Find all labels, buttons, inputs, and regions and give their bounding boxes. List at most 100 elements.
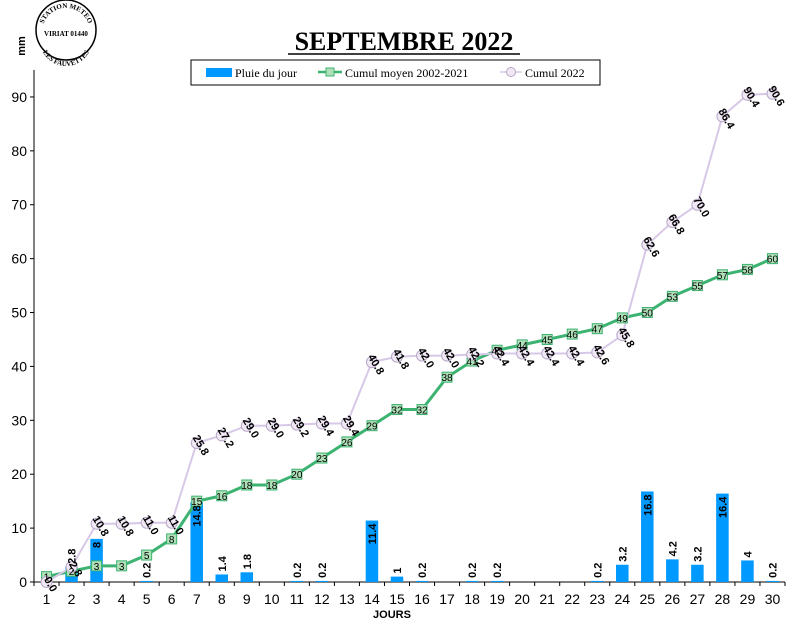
bar-day-26: [666, 559, 679, 582]
x-tick-label-26: 26: [665, 591, 681, 607]
bar-label-7: 14.8: [192, 505, 204, 526]
mean-label-16: 32: [416, 406, 428, 417]
mean-marker-27: [691, 280, 703, 292]
bar-label-11: 0.2: [292, 563, 304, 578]
mean-marker-21: [541, 333, 553, 345]
mean-marker-17: [441, 371, 453, 383]
mean-label-27: 55: [692, 282, 704, 293]
bar-label-30: 0.2: [767, 563, 779, 578]
bar-day-7: [190, 502, 203, 582]
x-tick-label-14: 14: [364, 591, 380, 607]
x-tick-label-11: 11: [290, 591, 305, 607]
cumul-2022-marker-2: [65, 560, 78, 573]
mean-label-17: 38: [441, 373, 453, 384]
legend-item-rain: Pluie du jour: [206, 66, 297, 80]
mean-label-3: 3: [94, 562, 100, 573]
x-tick-label-5: 5: [143, 591, 151, 607]
cumul-2022-marker-16: [416, 349, 429, 362]
bar-label-8: 1.4: [217, 555, 229, 571]
x-tick-label-20: 20: [514, 591, 530, 607]
mean-label-30: 60: [767, 255, 779, 266]
x-tick-label-13: 13: [339, 591, 355, 607]
bar-day-30: [766, 580, 779, 582]
cumul-2022-marker-20: [516, 347, 529, 360]
cumul-2022-marker-21: [541, 347, 554, 360]
mean-label-4: 3: [119, 562, 125, 573]
cumul-2022-marker-19: [491, 347, 504, 360]
bar-label-26: 4.2: [667, 541, 679, 556]
mean-marker-15: [391, 404, 403, 416]
legend-marker-2022: [506, 67, 516, 77]
bar-day-5: [140, 580, 153, 582]
cumul-2022-marker-4: [115, 517, 128, 530]
bar-day-19: [490, 580, 504, 582]
legend-label-mean: Cumul moyen 2002-2021: [345, 66, 468, 80]
bar-label-12: 0.2: [317, 563, 329, 578]
mean-marker-6: [166, 533, 178, 545]
mean-marker-7: [191, 495, 203, 507]
bar-day-12: [315, 580, 329, 582]
bar-day-9: [240, 572, 254, 582]
mean-marker-3: [91, 560, 103, 572]
cumul-2022-marker-24: [616, 329, 629, 342]
x-tick-label-4: 4: [118, 591, 126, 607]
mean-label-12: 23: [316, 454, 328, 465]
mean-label-13: 26: [341, 438, 353, 449]
cumul-2022-marker-8: [215, 429, 228, 442]
mean-marker-10: [266, 479, 278, 491]
bar-label-2: 2.8: [67, 549, 79, 564]
mean-label-11: 20: [291, 470, 303, 481]
y-tick-label-20: 20: [11, 466, 27, 482]
mean-marker-25: [641, 307, 653, 319]
mean-marker-4: [116, 560, 128, 572]
x-tick-label-19: 19: [489, 591, 505, 607]
cumul-2022-marker-25: [641, 238, 654, 251]
y-tick-label-40: 40: [11, 358, 27, 374]
mean-label-28: 57: [717, 271, 729, 282]
x-tick-label-10: 10: [264, 591, 280, 607]
y-tick-label-50: 50: [11, 305, 27, 321]
mean-label-26: 53: [667, 292, 679, 303]
mean-marker-23: [591, 323, 603, 335]
y-tick-label-30: 30: [11, 412, 27, 428]
y-tick-label-70: 70: [11, 197, 27, 213]
series-line-2022: [46, 92, 773, 583]
mean-marker-9: [241, 479, 253, 491]
cumul-2022-marker-3: [90, 517, 103, 530]
bar-day-15: [390, 576, 404, 582]
mean-label-1: 1: [44, 573, 50, 584]
cumul-2022-marker-18: [466, 348, 479, 361]
y-tick-label-60: 60: [11, 251, 27, 267]
x-tick-label-1: 1: [43, 591, 51, 607]
x-tick-label-18: 18: [464, 591, 480, 607]
mean-marker-28: [716, 269, 728, 281]
x-tick-label-30: 30: [765, 591, 781, 607]
cumul-2022-marker-14: [365, 356, 378, 369]
mean-label-2: 2: [69, 567, 75, 578]
cumul-2022-marker-26: [666, 215, 679, 228]
cumul-2022-marker-6: [165, 516, 178, 529]
bar-day-11: [290, 580, 304, 582]
cumul-2022-marker-28: [716, 110, 729, 123]
cumul-2022-marker-17: [441, 349, 454, 362]
x-tick-label-9: 9: [243, 591, 251, 607]
bar-label-25: 16.8: [642, 494, 654, 515]
cumul-2022-marker-10: [265, 419, 278, 432]
mean-label-14: 29: [366, 422, 378, 433]
legend-item-2022: Cumul 2022: [500, 66, 585, 80]
bar-label-29: 4: [742, 550, 754, 557]
cumul-2022-marker-23: [591, 346, 604, 359]
bar-label-23: 0.2: [592, 563, 604, 578]
bar-label-3: 8: [92, 542, 104, 548]
y-tick-label-80: 80: [11, 143, 27, 159]
cumul-2022-marker-13: [340, 417, 353, 430]
bar-day-18: [465, 580, 479, 582]
cumul-2022-marker-15: [390, 350, 403, 363]
bar-label-14: 11.4: [367, 523, 379, 545]
bar-label-19: 0.2: [492, 563, 504, 578]
x-tick-label-8: 8: [218, 591, 226, 607]
legend-swatch-rain: [206, 68, 232, 77]
y-tick-label-0: 0: [19, 574, 27, 590]
mean-marker-24: [616, 312, 628, 324]
